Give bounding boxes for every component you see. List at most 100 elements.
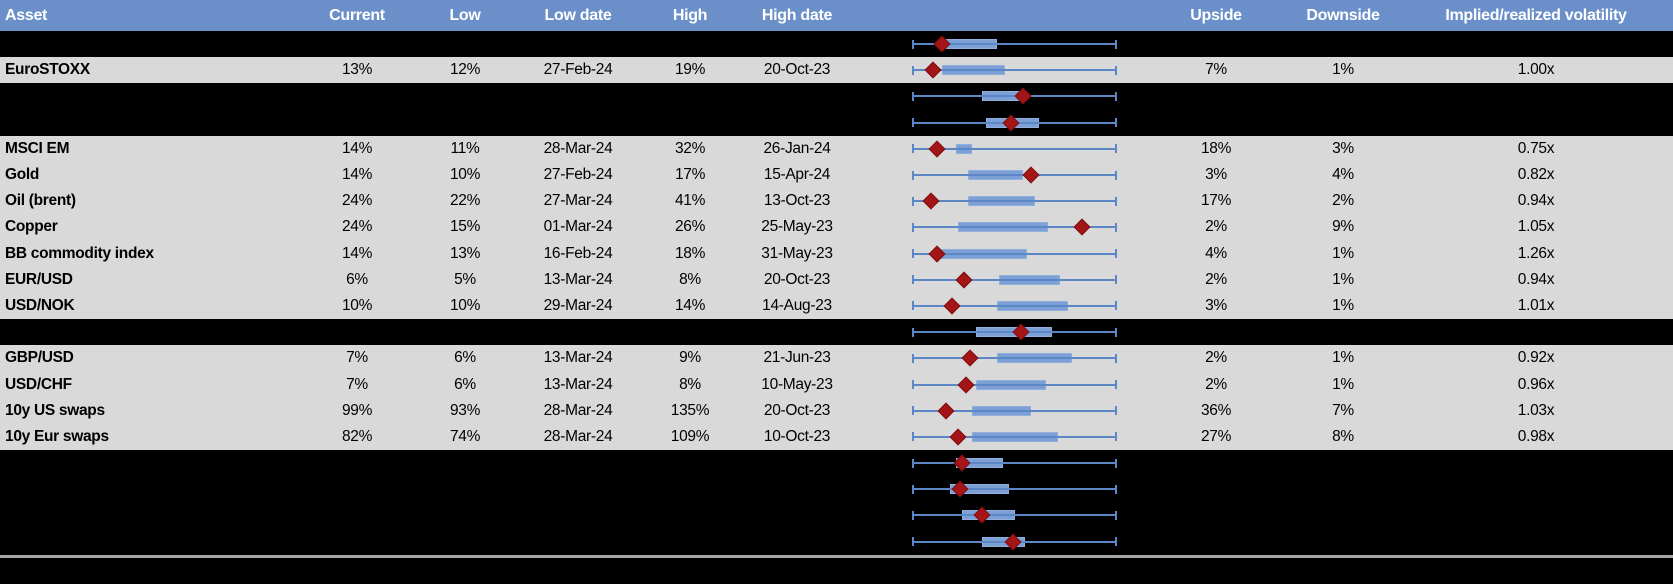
range-boxplot bbox=[854, 188, 1145, 214]
cell-low: 22% bbox=[449, 192, 481, 210]
whisker-cap-right bbox=[1115, 510, 1117, 520]
cell-high: 26% bbox=[674, 218, 706, 236]
whisker-cap-right bbox=[1115, 484, 1117, 494]
whisker-cap-left bbox=[912, 118, 914, 128]
cell-downside: 1% bbox=[1332, 244, 1354, 262]
range-boxplot bbox=[854, 293, 1145, 319]
table-row-usd-chf: USD/CHF 7% 6% 13-Mar-24 8% 10-May-23 2% 1% 0.96x bbox=[0, 371, 1673, 398]
whisker-cap-right bbox=[1115, 406, 1117, 416]
cell-upside: 2% bbox=[1205, 270, 1227, 288]
cell-low-date: 29-Mar-24 bbox=[543, 296, 613, 314]
header-low: Low bbox=[449, 6, 481, 24]
header-low-date: Low date bbox=[544, 6, 612, 24]
cell-downside: 7% bbox=[1332, 401, 1354, 419]
whisker-cap-right bbox=[1115, 537, 1117, 547]
range-boxplot bbox=[854, 319, 1145, 345]
whisker-cap-left bbox=[912, 353, 914, 363]
whisker-cap-left bbox=[912, 222, 914, 232]
current-level-diamond-marker bbox=[1022, 166, 1040, 184]
table-row-eur-usd: EUR/USD 6% 5% 13-Mar-24 8% 20-Oct-23 2% 1% 0.94x bbox=[0, 266, 1673, 293]
whisker-cap-right bbox=[1115, 170, 1117, 180]
current-level-diamond-marker bbox=[922, 192, 940, 210]
cell-low: 15% bbox=[449, 218, 481, 236]
spacer-row bbox=[0, 502, 1673, 529]
table-row-gbp-usd: GBP/USD 7% 6% 13-Mar-24 9% 21-Jun-23 2% 1% 0.92x bbox=[0, 345, 1673, 372]
whisker-line bbox=[913, 488, 1117, 491]
cell-current: 14% bbox=[341, 139, 373, 157]
cell-high-date: 20-Oct-23 bbox=[763, 61, 831, 79]
range-boxplot bbox=[854, 502, 1145, 528]
cell-implied-realized: 0.92x bbox=[1517, 349, 1555, 367]
cell-high-date: 25-May-23 bbox=[761, 218, 833, 236]
cell-implied-realized: 0.75x bbox=[1517, 139, 1555, 157]
spacer-row bbox=[0, 528, 1673, 555]
whisker-cap-left bbox=[912, 484, 914, 494]
header-high-date: High date bbox=[761, 6, 833, 24]
whisker-cap-left bbox=[912, 196, 914, 206]
cell-upside: 4% bbox=[1205, 244, 1227, 262]
cell-implied-realized: 0.82x bbox=[1517, 166, 1555, 184]
cell-low: 12% bbox=[449, 61, 481, 79]
whisker-cap-left bbox=[912, 275, 914, 285]
cell-low-date: 28-Mar-24 bbox=[543, 139, 613, 157]
range-boxplot bbox=[854, 214, 1145, 240]
whisker-cap-left bbox=[912, 432, 914, 442]
whisker-cap-left bbox=[912, 406, 914, 416]
cell-current: 7% bbox=[346, 349, 368, 367]
cell-asset: GBP/USD bbox=[5, 349, 74, 367]
table-row-10y-eur-swaps: 10y Eur swaps 82% 74% 28-Mar-24 109% 10-Oct-2… bbox=[0, 423, 1673, 450]
header-implied-realized: Implied/realized volatility bbox=[1445, 6, 1627, 24]
spacer-row bbox=[0, 31, 1673, 58]
cell-downside: 4% bbox=[1332, 166, 1354, 184]
current-level-diamond-marker bbox=[1073, 218, 1091, 236]
cell-high-date: 31-May-23 bbox=[761, 244, 833, 262]
whisker-cap-right bbox=[1115, 327, 1117, 337]
whisker-cap-left bbox=[912, 39, 914, 49]
whisker-line bbox=[913, 409, 1117, 412]
cell-high: 109% bbox=[670, 427, 710, 445]
range-boxplot bbox=[854, 345, 1145, 371]
cell-high-date: 13-Oct-23 bbox=[763, 192, 831, 210]
table-row-copper: Copper 24% 15% 01-Mar-24 26% 25-May-23 2% 9% 1.0… bbox=[0, 214, 1673, 241]
cell-high-date: 20-Oct-23 bbox=[763, 401, 831, 419]
cell-current: 10% bbox=[341, 296, 373, 314]
whisker-line bbox=[913, 462, 1117, 465]
header-upside: Upside bbox=[1190, 6, 1242, 24]
table-body: EuroSTOXX 13% 12% 27-Feb-24 19% 20-Oct-23 7% 1%… bbox=[0, 31, 1673, 555]
cell-implied-realized: 1.01x bbox=[1517, 296, 1555, 314]
cell-implied-realized: 1.26x bbox=[1517, 244, 1555, 262]
cell-high: 135% bbox=[670, 401, 710, 419]
cell-low-date: 13-Mar-24 bbox=[543, 270, 613, 288]
current-level-diamond-marker bbox=[928, 140, 946, 158]
cell-implied-realized: 0.96x bbox=[1517, 375, 1555, 393]
cell-high: 18% bbox=[674, 244, 706, 262]
cell-downside: 8% bbox=[1332, 427, 1354, 445]
range-boxplot bbox=[854, 31, 1145, 57]
whisker-cap-left bbox=[912, 458, 914, 468]
range-boxplot bbox=[854, 529, 1145, 555]
cell-current: 99% bbox=[341, 401, 373, 419]
whisker-line bbox=[913, 357, 1117, 360]
whisker-line bbox=[913, 147, 1117, 150]
table-row-eurostoxx: EuroSTOXX 13% 12% 27-Feb-24 19% 20-Oct-23 7% 1%… bbox=[0, 57, 1673, 84]
cell-implied-realized: 1.03x bbox=[1517, 401, 1555, 419]
cell-upside: 7% bbox=[1205, 61, 1227, 79]
whisker-cap-right bbox=[1115, 432, 1117, 442]
whisker-cap-left bbox=[912, 537, 914, 547]
cell-current: 82% bbox=[341, 427, 373, 445]
whisker-cap-right bbox=[1115, 65, 1117, 75]
whisker-cap-left bbox=[912, 144, 914, 154]
current-level-diamond-marker bbox=[943, 297, 961, 315]
whisker-line bbox=[913, 435, 1117, 438]
whisker-line bbox=[913, 383, 1117, 386]
footer-bar bbox=[0, 557, 1673, 584]
cell-asset: MSCI EM bbox=[5, 139, 70, 157]
cell-high-date: 26-Jan-24 bbox=[763, 139, 831, 157]
cell-implied-realized: 0.98x bbox=[1517, 427, 1555, 445]
cell-high: 8% bbox=[679, 375, 701, 393]
cell-downside: 1% bbox=[1332, 296, 1354, 314]
cell-low: 74% bbox=[449, 427, 481, 445]
cell-low-date: 27-Feb-24 bbox=[543, 61, 613, 79]
cell-downside: 1% bbox=[1332, 349, 1354, 367]
